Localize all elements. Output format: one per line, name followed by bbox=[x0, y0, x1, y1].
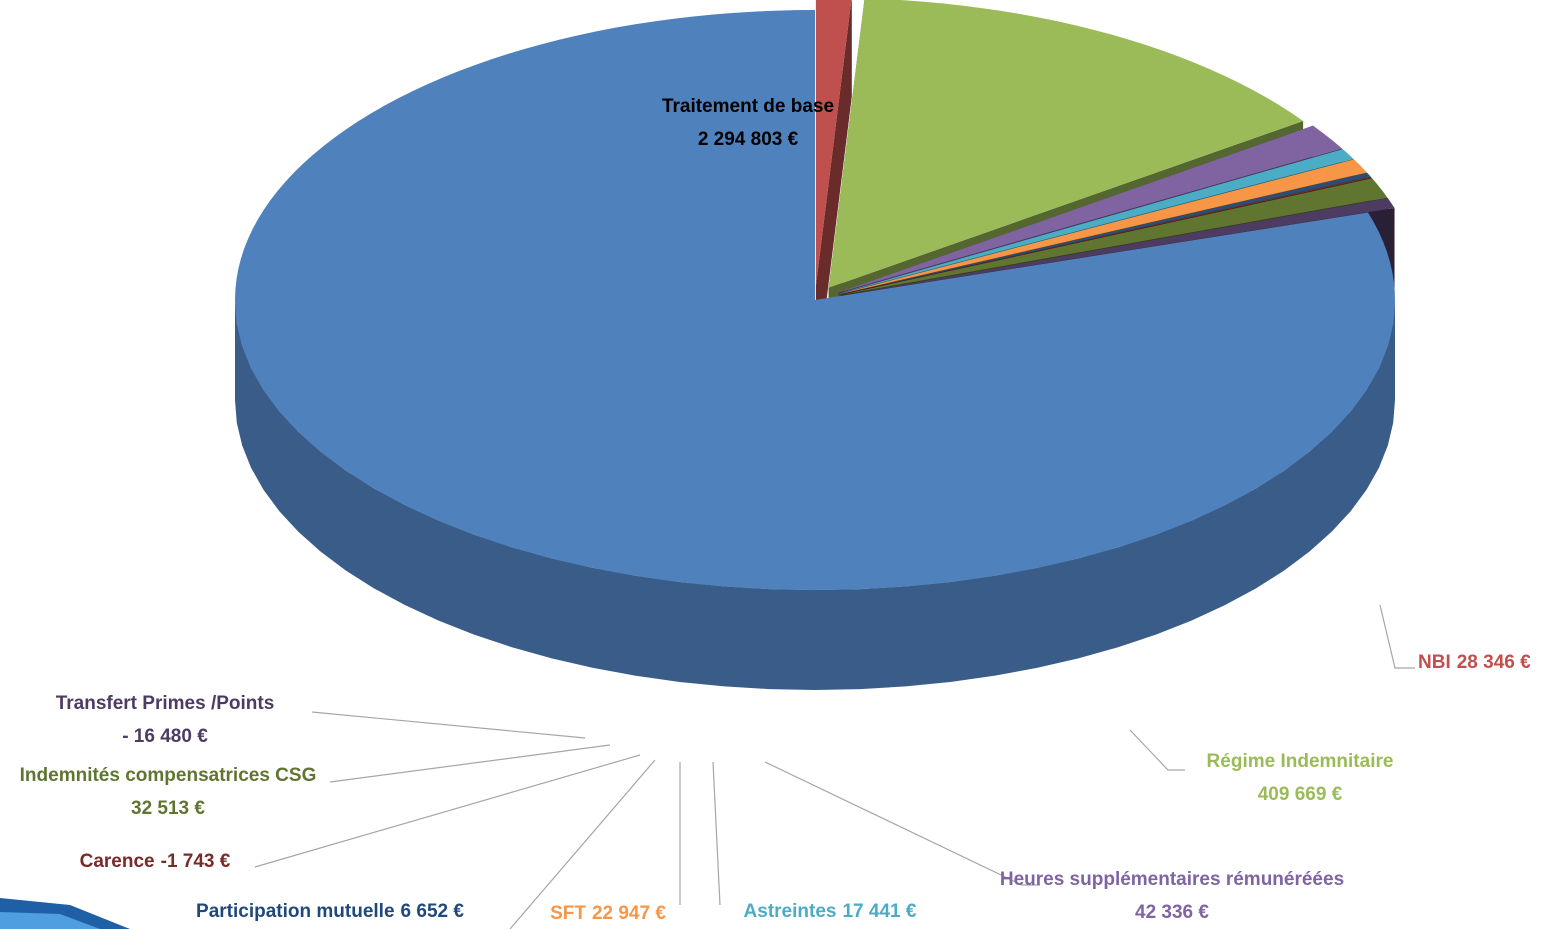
label-name: Transfert Primes /Points bbox=[56, 693, 275, 714]
label-value: 32 513 € bbox=[131, 798, 205, 819]
label-value: 409 669 € bbox=[1258, 784, 1343, 805]
slice bbox=[841, 178, 1388, 295]
label-name: NBI bbox=[1418, 652, 1451, 673]
data-label: NBI 28 346 € bbox=[1418, 652, 1531, 673]
slice bbox=[840, 172, 1371, 295]
label-name: Astreintes bbox=[744, 901, 837, 922]
slice bbox=[828, 0, 1304, 288]
label-name: Participation mutuelle bbox=[196, 901, 394, 922]
label-value: 22 947 € bbox=[592, 903, 666, 924]
leader-line bbox=[712, 761, 721, 906]
slice bbox=[815, 0, 852, 287]
data-label: Indemnités compensatrices CSG 32 513 € bbox=[20, 765, 317, 819]
label-name: SFT bbox=[550, 903, 586, 924]
slice bbox=[838, 125, 1342, 293]
slice-rim bbox=[235, 300, 1395, 690]
label-name: Heures supplémentaires rémunéréées bbox=[1000, 869, 1344, 890]
label-value: 17 441 € bbox=[842, 901, 916, 922]
data-label: Participation mutuelle 6 652 € bbox=[196, 901, 464, 922]
leader-line bbox=[311, 711, 586, 739]
slice bbox=[840, 176, 1372, 295]
label-name: Carence bbox=[80, 851, 155, 872]
data-label: Astreintes 17 441 € bbox=[744, 901, 917, 922]
decor-swoosh bbox=[0, 912, 100, 929]
label-value: 42 336 € bbox=[1135, 902, 1209, 923]
leader-line bbox=[509, 759, 656, 929]
data-label: Traitement de base 2 294 803 € bbox=[662, 96, 834, 150]
slice bbox=[839, 149, 1354, 294]
label-value: 6 652 € bbox=[401, 901, 465, 922]
label-name: Régime Indemnitaire bbox=[1207, 751, 1394, 772]
leader-line bbox=[764, 761, 1040, 886]
leader-line bbox=[329, 744, 611, 783]
slice-side bbox=[815, 0, 852, 387]
label-value: 28 346 € bbox=[1457, 652, 1531, 673]
label-value: 2 294 803 € bbox=[698, 129, 799, 150]
data-label: Transfert Primes /Points - 16 480 € bbox=[56, 693, 275, 747]
data-label: Heures supplémentaires rémunéréées 42 336… bbox=[1000, 869, 1344, 923]
label-value: -1 743 € bbox=[161, 851, 231, 872]
slice bbox=[235, 10, 1395, 590]
label-value: - 16 480 € bbox=[122, 726, 208, 747]
data-label: Carence -1 743 € bbox=[80, 851, 231, 872]
leader-line bbox=[1379, 604, 1415, 669]
label-name: Indemnités compensatrices CSG bbox=[20, 765, 317, 786]
data-label: Régime Indemnitaire 409 669 € bbox=[1207, 751, 1394, 805]
leader-line bbox=[1129, 729, 1185, 771]
data-label: SFT 22 947 € bbox=[550, 903, 666, 924]
leader-line bbox=[254, 754, 641, 868]
label-name: Traitement de base bbox=[662, 96, 834, 117]
slice bbox=[840, 159, 1367, 294]
slice bbox=[841, 198, 1395, 296]
